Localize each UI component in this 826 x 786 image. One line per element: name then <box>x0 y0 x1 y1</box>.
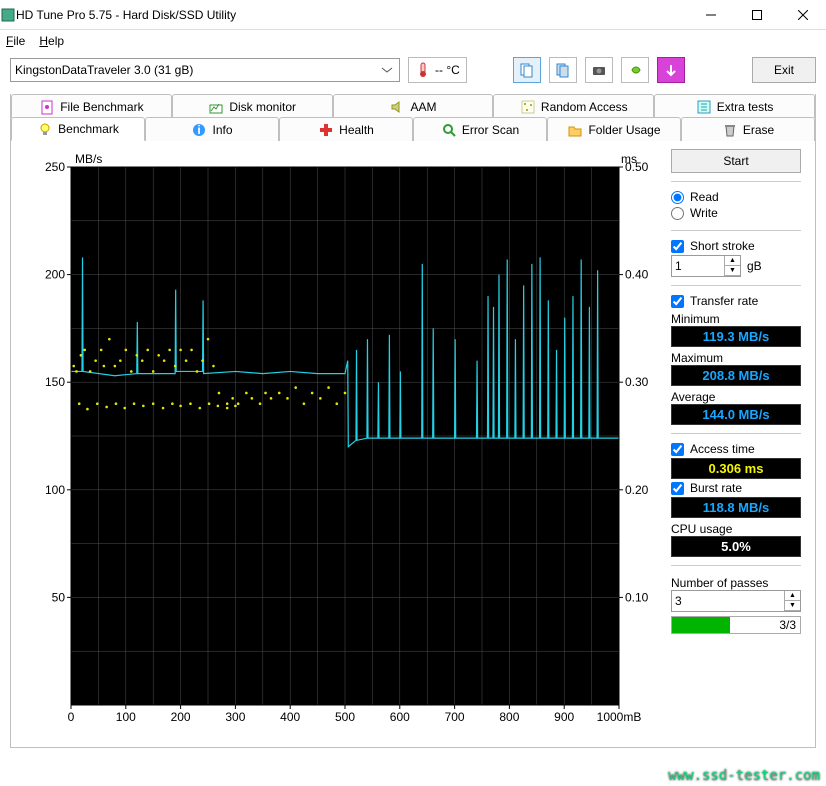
svg-text:600: 600 <box>390 710 410 724</box>
options-button[interactable] <box>657 57 685 83</box>
avg-value: 144.0 MB/s <box>671 404 801 425</box>
svg-text:400: 400 <box>280 710 300 724</box>
tab-file-benchmark[interactable]: File Benchmark <box>11 94 172 118</box>
passes-input[interactable]: 3 ▲▼ <box>671 590 801 612</box>
short-stroke-input[interactable]: 1 ▲▼ <box>671 255 741 277</box>
svg-text:50: 50 <box>52 590 66 604</box>
toolbar: KingstonDataTraveler 3.0 (31 gB) -- °C E… <box>0 52 826 88</box>
thermometer-icon <box>415 62 431 78</box>
tab-benchmark[interactable]: Benchmark <box>11 117 145 141</box>
svg-text:100: 100 <box>116 710 136 724</box>
svg-text:0.10: 0.10 <box>625 590 649 604</box>
benchmark-chart: MB/sms501001502002500.100.200.300.400.50… <box>23 149 661 735</box>
copy-image-button[interactable] <box>549 57 577 83</box>
write-radio[interactable]: Write <box>671 206 801 220</box>
svg-text:0.40: 0.40 <box>625 268 649 282</box>
spin-down[interactable]: ▼ <box>724 266 740 276</box>
chevron-down-icon <box>379 62 395 78</box>
svg-text:500: 500 <box>335 710 355 724</box>
svg-text:0: 0 <box>68 710 75 724</box>
svg-text:800: 800 <box>499 710 519 724</box>
tab-erase[interactable]: Erase <box>681 117 815 141</box>
svg-text:900: 900 <box>554 710 574 724</box>
close-button[interactable] <box>780 0 826 30</box>
svg-text:300: 300 <box>225 710 245 724</box>
screenshot-button[interactable] <box>585 57 613 83</box>
tab-aam[interactable]: AAM <box>333 94 494 118</box>
read-radio[interactable]: Read <box>671 190 801 204</box>
tab-error-scan[interactable]: Error Scan <box>413 117 547 141</box>
menu-file[interactable]: File <box>6 34 25 48</box>
temperature-value: -- °C <box>435 63 460 77</box>
cpu-value: 5.0% <box>671 536 801 557</box>
svg-text:0.30: 0.30 <box>625 375 649 389</box>
menubar: File Help <box>0 30 826 52</box>
svg-text:MB/s: MB/s <box>75 152 102 166</box>
svg-text:150: 150 <box>45 375 65 389</box>
spin-up[interactable]: ▲ <box>724 256 740 266</box>
drive-select-value: KingstonDataTraveler 3.0 (31 gB) <box>15 63 193 77</box>
temperature-display: -- °C <box>408 57 467 83</box>
tab-info[interactable]: iInfo <box>145 117 279 141</box>
tab-area: File BenchmarkDisk monitorAAMRandom Acce… <box>10 94 816 748</box>
svg-text:1000mB: 1000mB <box>597 710 642 724</box>
svg-text:100: 100 <box>45 483 65 497</box>
menu-help[interactable]: Help <box>39 34 64 48</box>
maximize-button[interactable] <box>734 0 780 30</box>
svg-text:i: i <box>198 123 201 137</box>
tab-extra-tests[interactable]: Extra tests <box>654 94 815 118</box>
exit-button[interactable]: Exit <box>752 57 816 83</box>
access-time-check[interactable]: Access time <box>671 442 801 456</box>
burst-value: 118.8 MB/s <box>671 497 801 518</box>
tab-disk-monitor[interactable]: Disk monitor <box>172 94 333 118</box>
access-value: 0.306 ms <box>671 458 801 479</box>
watermark: www.ssd-tester.com <box>668 768 820 784</box>
tab-health[interactable]: Health <box>279 117 413 141</box>
svg-text:700: 700 <box>445 710 465 724</box>
tab-random-access[interactable]: Random Access <box>493 94 654 118</box>
short-stroke-check[interactable]: Short stroke <box>671 239 801 253</box>
transfer-rate-check[interactable]: Transfer rate <box>671 294 801 308</box>
svg-text:200: 200 <box>171 710 191 724</box>
start-button[interactable]: Start <box>671 149 801 173</box>
side-panel: Start Read Write Short stroke 1 ▲▼ gB Tr… <box>671 149 801 735</box>
max-value: 208.8 MB/s <box>671 365 801 386</box>
save-button[interactable] <box>621 57 649 83</box>
app-icon <box>0 7 16 23</box>
titlebar: HD Tune Pro 5.75 - Hard Disk/SSD Utility <box>0 0 826 30</box>
tab-folder-usage[interactable]: Folder Usage <box>547 117 681 141</box>
drive-select[interactable]: KingstonDataTraveler 3.0 (31 gB) <box>10 58 400 82</box>
content-panel: MB/sms501001502002500.100.200.300.400.50… <box>11 140 815 747</box>
burst-rate-check[interactable]: Burst rate <box>671 481 801 495</box>
min-value: 119.3 MB/s <box>671 326 801 347</box>
svg-text:0.20: 0.20 <box>625 483 649 497</box>
window-title: HD Tune Pro 5.75 - Hard Disk/SSD Utility <box>16 8 688 22</box>
progress-bar: 3/3 <box>671 616 801 634</box>
svg-text:0.50: 0.50 <box>625 160 649 174</box>
svg-text:200: 200 <box>45 268 65 282</box>
svg-text:250: 250 <box>45 160 65 174</box>
copy-text-button[interactable] <box>513 57 541 83</box>
minimize-button[interactable] <box>688 0 734 30</box>
